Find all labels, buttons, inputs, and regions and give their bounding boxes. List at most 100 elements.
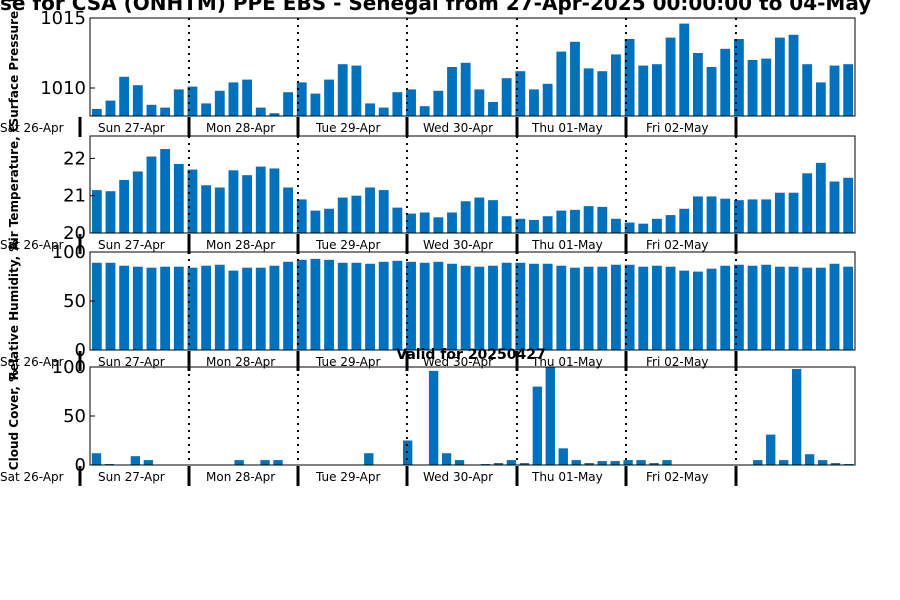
y-tick-label: 22 [63, 148, 86, 169]
data-bar [747, 265, 758, 350]
x-day-label: Sat 26-Apr [0, 238, 64, 252]
data-bar [720, 265, 731, 350]
data-bar [255, 107, 266, 116]
data-bar [146, 104, 157, 116]
data-bar [214, 90, 225, 116]
data-bar [310, 210, 321, 233]
data-bar [296, 82, 307, 116]
data-bar [228, 270, 239, 350]
data-bar [611, 264, 621, 350]
data-bar [802, 64, 813, 116]
y-tick-label: 0 [75, 455, 86, 476]
data-bar [419, 106, 430, 116]
data-bar [228, 82, 239, 116]
data-bar [351, 262, 362, 350]
data-bar [556, 265, 567, 350]
y-tick-label: 100 [52, 242, 86, 263]
data-bar [310, 258, 321, 350]
data-bar [558, 448, 568, 465]
x-day-label: Mon 28-Apr [206, 238, 275, 252]
x-day-label: Fri 02-May [646, 470, 709, 484]
data-bar [364, 453, 374, 465]
data-bar [638, 65, 649, 116]
data-bar [242, 175, 253, 233]
data-bar [774, 37, 785, 116]
data-bar [392, 92, 403, 116]
data-bar [583, 68, 594, 116]
data-bar [260, 460, 270, 465]
data-bar [324, 259, 334, 350]
data-bar [774, 266, 785, 350]
data-bar [733, 39, 744, 116]
x-day-label: Sun 27-Apr [98, 121, 165, 135]
data-bar [146, 267, 157, 350]
data-bar [460, 62, 471, 116]
data-bar [105, 191, 116, 233]
data-bar [460, 201, 471, 233]
data-bar [173, 163, 184, 233]
data-bar [91, 453, 102, 465]
data-bar [638, 223, 649, 233]
chart-title: se for CSA (ONHTM) PPE EBS - Senegal fro… [0, 0, 871, 15]
data-bar [255, 166, 266, 233]
data-bar [597, 71, 608, 116]
data-bar [488, 102, 498, 116]
data-bar [91, 262, 102, 350]
data-bar [173, 266, 184, 350]
data-bar [160, 266, 171, 350]
data-bar [815, 162, 826, 233]
data-bar [843, 64, 854, 116]
data-bar [761, 58, 772, 116]
data-bar [624, 39, 635, 116]
data-bar [419, 212, 430, 233]
data-bar [652, 218, 662, 233]
data-bar [351, 195, 362, 233]
data-bar [583, 206, 594, 233]
data-bar [623, 460, 633, 465]
data-bar [774, 192, 785, 233]
data-bar [242, 267, 253, 350]
x-day-label: Fri 02-May [646, 121, 709, 135]
data-bar [255, 267, 266, 350]
data-bar [460, 265, 471, 350]
data-bar [570, 209, 580, 233]
x-day-label: Tue 29-Apr [315, 238, 380, 252]
data-bar [788, 34, 799, 116]
data-bar [337, 262, 348, 350]
data-bar [132, 85, 143, 116]
data-bar [447, 212, 457, 233]
data-bar [830, 463, 841, 465]
data-bar [474, 266, 485, 350]
y-tick-label: 1010 [40, 78, 86, 99]
data-bar [392, 260, 403, 350]
data-bar [296, 259, 307, 350]
data-bar [519, 463, 530, 465]
data-bar [843, 177, 854, 233]
data-bar [791, 368, 802, 465]
data-bar [679, 270, 690, 350]
data-bar [556, 210, 567, 233]
data-bar [91, 109, 102, 116]
plot-frame [89, 135, 856, 234]
data-bar [584, 463, 594, 465]
data-bar [474, 197, 485, 233]
data-bar [843, 266, 854, 350]
y-tick-label: 50 [63, 406, 86, 427]
data-bar [132, 171, 143, 233]
data-bar [337, 197, 348, 233]
data-bar [365, 263, 375, 350]
data-bar [501, 78, 512, 116]
data-bar [570, 41, 580, 116]
data-bar [91, 190, 102, 233]
data-bar [201, 103, 212, 116]
data-bar [228, 170, 239, 233]
data-bar [720, 48, 731, 116]
data-bar [365, 103, 375, 116]
data-bar [433, 217, 444, 233]
data-bar [419, 262, 430, 350]
data-bar [692, 53, 703, 116]
data-bar [611, 54, 621, 116]
data-bar [829, 181, 840, 233]
x-day-label: Mon 28-Apr [206, 355, 275, 369]
